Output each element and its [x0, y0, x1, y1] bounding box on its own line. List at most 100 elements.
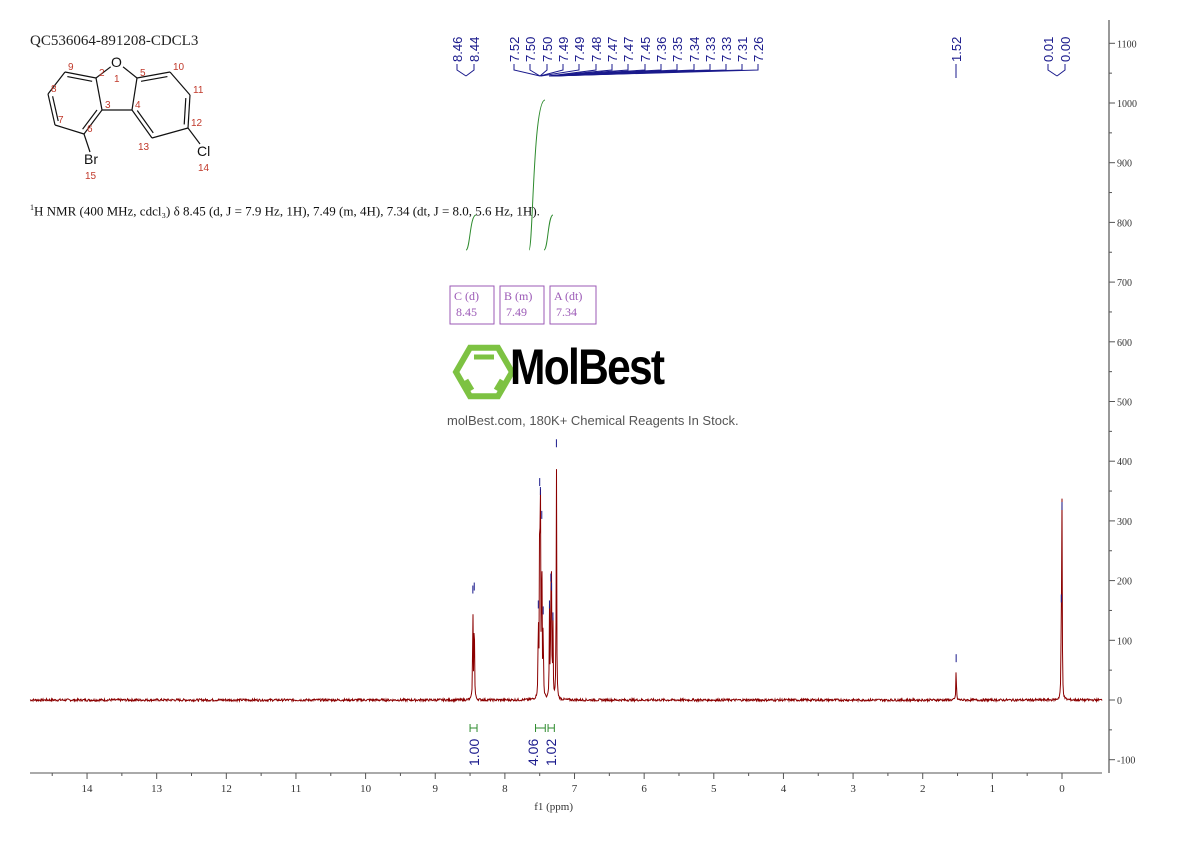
x-tick-label: 12: [221, 783, 232, 795]
bond: [83, 133, 91, 153]
peak-label: 7.47: [605, 37, 620, 62]
x-tick-label: 5: [711, 783, 717, 795]
peak-label: 0.01: [1041, 37, 1056, 62]
peak-label-leader: [1047, 64, 1058, 77]
integral-curve: [543, 214, 554, 251]
watermark-tagline: molBest.com, 180K+ Chemical Reagents In …: [447, 413, 739, 428]
x-tick-label: 1: [990, 783, 996, 795]
integral-bracket: [535, 724, 546, 732]
x-tick-label: 11: [291, 783, 302, 795]
bond: [187, 94, 191, 129]
atom-number: 13: [138, 142, 150, 153]
bond: [131, 109, 153, 139]
multiplet-box-frame: [449, 285, 495, 325]
peak-label: 7.47: [621, 37, 636, 62]
y-tick-label: 900: [1117, 159, 1132, 170]
logo-bar: [463, 378, 475, 392]
x-tick-label: 3: [850, 783, 856, 795]
peak-label: 7.49: [556, 37, 571, 62]
peak-label-leader: [539, 64, 548, 77]
bond: [169, 71, 191, 96]
peak-label: 7.49: [572, 37, 587, 62]
isotope-superscript: 1: [30, 203, 34, 212]
x-tick-label: 13: [151, 783, 163, 795]
atom-number: 4: [135, 100, 141, 111]
x-tick-label: 4: [781, 783, 787, 795]
integral-bracket: [547, 724, 555, 732]
atom-number: 11: [193, 85, 204, 96]
watermark-brand: MolBest: [510, 339, 665, 395]
atom-number: 2: [99, 68, 105, 79]
peak-label-leader: [529, 64, 541, 77]
x-tick-label: 8: [502, 783, 508, 795]
multiplet-box-frame: [549, 285, 597, 325]
peak-label: 7.34: [687, 37, 702, 62]
y-tick-label: 0: [1117, 696, 1122, 707]
sample-id: QC536064-891208-CDCL3: [30, 33, 199, 49]
peak-label: 7.33: [719, 37, 734, 62]
peak-label: 7.45: [638, 37, 653, 62]
peak-label-leader: [513, 64, 541, 77]
bond: [83, 109, 103, 135]
atom-label: Cl: [197, 143, 210, 159]
bond: [47, 71, 66, 95]
multiplet-label: A (dt): [554, 289, 582, 303]
integral-value: 4.06: [525, 739, 541, 766]
atom-number: 6: [87, 124, 93, 135]
multiplet-value: 7.34: [556, 305, 577, 319]
peak-label: 7.31: [735, 37, 750, 62]
peak-label-leader: [548, 64, 597, 77]
atom-number: 10: [173, 62, 185, 73]
integral-curve: [465, 214, 477, 251]
peak-label: 8.46: [450, 37, 465, 62]
atom-number: 5: [140, 68, 146, 79]
double-bond: [82, 109, 98, 130]
peak-label: 7.36: [654, 37, 669, 62]
y-tick-label: 1100: [1117, 39, 1137, 50]
logo-hexagon: [452, 344, 516, 400]
x-tick-label: 0: [1059, 783, 1065, 795]
x-tick-label: 9: [432, 783, 438, 795]
bond: [95, 77, 103, 111]
bond: [54, 124, 85, 135]
atom-number: 7: [58, 115, 64, 126]
integral-curve: [528, 99, 546, 251]
atom-label: Br: [84, 151, 98, 167]
atom-number: 15: [85, 171, 97, 182]
atom-number: 9: [68, 62, 74, 73]
atom-label: O: [111, 54, 122, 70]
peak-label: 7.48: [589, 37, 604, 62]
double-bond: [136, 110, 154, 134]
atom-number: 3: [105, 100, 111, 111]
atom-number: 1: [114, 74, 120, 85]
x-tick-label: 6: [641, 783, 647, 795]
integral-value: 1.00: [466, 739, 482, 766]
atom-number: 12: [191, 118, 203, 129]
peak-label-leader: [540, 64, 580, 77]
bond: [136, 71, 171, 79]
multiplet-box: C (d) 8.45: [449, 285, 495, 325]
integral-bracket: [469, 724, 478, 732]
y-tick-label: 400: [1117, 457, 1132, 468]
y-tick-label: 500: [1117, 398, 1132, 409]
logo-bar: [493, 378, 505, 392]
y-tick-label: 700: [1117, 278, 1132, 289]
peak-label: 0.00: [1058, 37, 1073, 62]
atom-number: 8: [51, 84, 57, 95]
x-axis-title: f1 (ppm): [534, 801, 573, 813]
peak-label-leader: [539, 64, 564, 77]
peak-label-leader: [551, 64, 759, 77]
bond: [122, 66, 138, 79]
x-tick-label: 2: [920, 783, 926, 795]
spectrum-trace: [29, 469, 1103, 704]
x-tick-label: 7: [572, 783, 578, 795]
y-tick-label: 300: [1117, 517, 1132, 528]
multiplet-box: B (m) 7.49: [499, 285, 545, 325]
peak-label: 7.26: [751, 37, 766, 62]
peak-label: 7.35: [670, 37, 685, 62]
double-bond: [67, 75, 93, 82]
multiplet-box: A (dt) 7.34: [549, 285, 597, 325]
nmr-description: 1H NMR (400 MHz, cdcl₃) δ 8.45 (d, J = 7…: [30, 203, 540, 219]
